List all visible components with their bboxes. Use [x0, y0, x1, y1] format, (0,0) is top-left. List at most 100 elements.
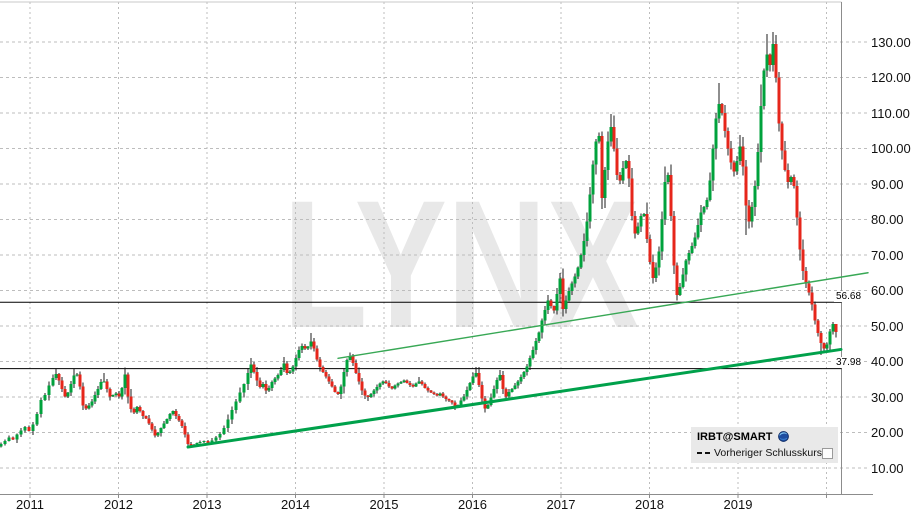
candle-body [717, 104, 721, 119]
candle-body [525, 366, 529, 373]
candle-body [66, 392, 70, 397]
candle-body [654, 267, 658, 279]
candle-body [381, 381, 385, 384]
candle-body [202, 441, 206, 443]
candle-body [531, 350, 535, 358]
candle-body [285, 363, 289, 373]
candle-body [273, 378, 277, 383]
candle-body [492, 389, 496, 398]
x-axis-tick-label: 2015 [369, 497, 399, 512]
candle-body [96, 389, 100, 395]
candle-body [648, 239, 652, 263]
candle-body [555, 294, 559, 311]
prev-close-price-label: 56.68 [834, 290, 864, 302]
candle-body [342, 372, 346, 387]
candle-body [135, 406, 139, 413]
candle-body [453, 402, 457, 407]
candle-body [543, 310, 547, 321]
candle-body [238, 392, 242, 402]
candle-body [111, 394, 115, 397]
candle-body [762, 70, 766, 106]
legend-checkbox[interactable] [822, 448, 833, 459]
y-axis-tick-label: 90.00 [871, 176, 904, 192]
candle-body [375, 387, 379, 391]
candle-body [84, 405, 88, 409]
y-axis-tick-label: 120.00 [871, 70, 911, 85]
candle-body [660, 219, 664, 252]
candle-body [690, 246, 694, 254]
candle-body [354, 362, 358, 373]
globe-icon[interactable] [777, 431, 789, 442]
candle-body [363, 390, 367, 396]
y-axis-tick-label: 80.00 [871, 212, 904, 227]
trendline[interactable] [337, 272, 869, 360]
candle-body [159, 428, 163, 434]
candle-body [462, 396, 466, 401]
candle-body [558, 278, 562, 295]
candle-body [459, 400, 463, 405]
candle-body [828, 331, 832, 345]
candle-body [501, 374, 505, 390]
trendline[interactable] [186, 347, 843, 449]
candle-body [230, 409, 234, 420]
candle-body [339, 386, 343, 395]
candle-body [81, 386, 85, 406]
candle-body [597, 136, 601, 142]
candle-body [117, 393, 121, 397]
candle-body [261, 384, 265, 388]
candle-body [123, 374, 127, 388]
candle-body [795, 185, 799, 218]
candle-body [744, 166, 748, 206]
candle-body [441, 393, 445, 397]
candle-body [804, 270, 808, 284]
candle-body [315, 348, 319, 360]
candle-body [226, 419, 230, 429]
candle-body [699, 212, 703, 225]
candle-body [771, 43, 775, 66]
candle-body [627, 160, 631, 179]
candle-body [294, 357, 298, 367]
candle-body [234, 401, 238, 410]
candle-body [384, 381, 388, 383]
candle-body [420, 381, 424, 385]
candle-body [534, 340, 538, 351]
y-axis-tick-label: 100.00 [871, 141, 911, 156]
candle-body [348, 355, 352, 361]
candle-body [831, 324, 835, 332]
candle-body [756, 152, 760, 186]
candle-body [624, 160, 628, 169]
candle-body [186, 434, 190, 444]
candle-body [198, 442, 202, 444]
candle-body [402, 380, 406, 383]
candle-body [393, 385, 397, 389]
y-axis-tick-label: 110.00 [871, 105, 910, 121]
prev-close-label: Vorheriger Schlusskurs [714, 446, 822, 459]
candle-body [705, 199, 709, 208]
candle-body [87, 405, 91, 409]
candle-body [486, 404, 490, 409]
candle-body [387, 382, 391, 387]
candle-body [438, 393, 442, 396]
candle-body [129, 396, 133, 410]
y-axis-tick-label: 10.00 [871, 460, 904, 476]
candle-body [69, 384, 73, 393]
candle-body [102, 381, 106, 383]
y-axis-tick-label: 50.00 [871, 318, 904, 334]
candle-body [723, 113, 727, 131]
candle-body [708, 180, 712, 200]
candle-body [588, 194, 592, 222]
candle-body [206, 441, 210, 443]
candle-body [666, 175, 670, 183]
candle-body [801, 249, 805, 271]
candle-body [807, 283, 811, 293]
candle-body [297, 350, 301, 358]
candle-body [600, 136, 604, 199]
y-axis-tick-label: 40.00 [871, 354, 904, 369]
candle-body [651, 262, 655, 279]
candle-body [150, 423, 154, 430]
candle-body [423, 384, 427, 388]
candle-body [750, 207, 754, 222]
candle-body [678, 286, 682, 295]
